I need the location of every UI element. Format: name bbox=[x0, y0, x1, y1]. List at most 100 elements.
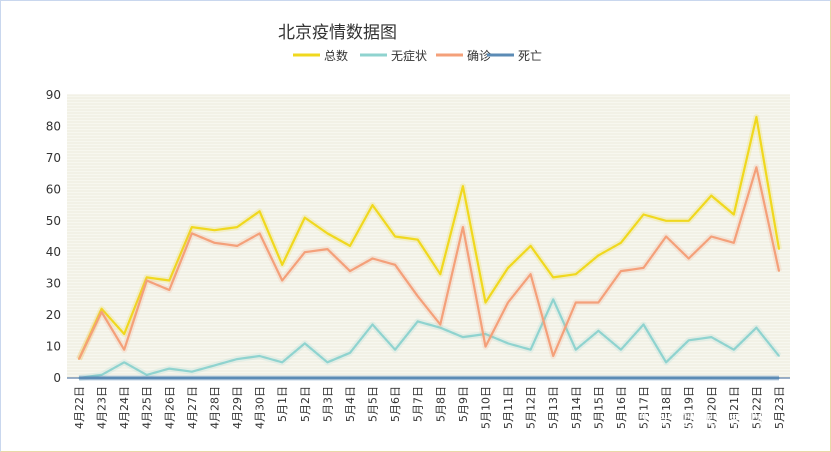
data-point bbox=[597, 254, 600, 257]
data-point bbox=[665, 361, 667, 364]
y-tick-label: 10 bbox=[46, 340, 61, 354]
x-tick-label: 5月4日 bbox=[344, 386, 357, 422]
y-tick-label: 80 bbox=[46, 119, 61, 133]
data-point bbox=[236, 377, 238, 379]
x-tick-label: 5月5日 bbox=[367, 386, 380, 422]
data-point bbox=[665, 219, 667, 222]
data-point bbox=[100, 308, 103, 310]
x-tick-label: 5月22日 bbox=[750, 386, 763, 429]
data-point bbox=[236, 226, 238, 228]
data-point bbox=[326, 377, 329, 379]
data-point bbox=[304, 377, 306, 379]
data-point bbox=[123, 377, 125, 379]
x-tick-label: 5月23日 bbox=[773, 386, 786, 429]
data-point bbox=[484, 345, 487, 348]
x-tick-label: 4月25日 bbox=[141, 386, 154, 429]
plot-area: 0 10 20 30 40 50 60 70 80 90 4月22日 4月23日 4月24日 4月25日 4… bbox=[46, 88, 790, 429]
data-point bbox=[665, 377, 667, 379]
data-point bbox=[687, 339, 690, 342]
x-tick-label: 5月18日 bbox=[660, 386, 673, 429]
data-point bbox=[394, 348, 396, 351]
data-point bbox=[168, 279, 171, 282]
data-point bbox=[597, 377, 600, 379]
data-point bbox=[733, 213, 735, 216]
legend-label: 无症状 bbox=[391, 48, 427, 63]
y-tick-label: 40 bbox=[46, 245, 61, 259]
data-point bbox=[394, 377, 396, 379]
data-point bbox=[439, 273, 442, 276]
data-point bbox=[597, 301, 600, 304]
data-point bbox=[574, 377, 577, 379]
data-point bbox=[145, 276, 148, 279]
data-point bbox=[529, 245, 532, 247]
x-tick-label: 4月28日 bbox=[208, 386, 221, 429]
x-tick-label: 5月9日 bbox=[457, 386, 470, 422]
data-point bbox=[349, 352, 351, 354]
data-point bbox=[507, 342, 509, 345]
data-point bbox=[145, 279, 148, 282]
data-point bbox=[349, 270, 351, 272]
legend-label: 总数 bbox=[324, 48, 348, 63]
data-point bbox=[258, 377, 261, 379]
x-tick-label: 5月15日 bbox=[592, 386, 605, 429]
data-point bbox=[168, 367, 171, 370]
data-point bbox=[349, 377, 351, 379]
data-point bbox=[687, 257, 690, 260]
data-point bbox=[258, 232, 261, 235]
data-point bbox=[642, 267, 645, 269]
data-point bbox=[304, 342, 306, 345]
data-point bbox=[484, 301, 487, 304]
data-point bbox=[574, 301, 577, 304]
data-point bbox=[326, 232, 329, 235]
data-point bbox=[145, 377, 148, 379]
x-tick-label: 4月27日 bbox=[186, 386, 199, 429]
data-point bbox=[349, 245, 351, 247]
data-point bbox=[191, 377, 193, 379]
data-point bbox=[462, 185, 464, 187]
data-point bbox=[552, 377, 554, 379]
x-tick-label: 5月21日 bbox=[728, 386, 741, 429]
data-point bbox=[213, 229, 216, 232]
data-point bbox=[552, 276, 554, 279]
data-point bbox=[236, 358, 238, 360]
data-point bbox=[778, 248, 780, 250]
data-point bbox=[733, 241, 735, 244]
data-point bbox=[687, 219, 690, 222]
y-tick-label: 0 bbox=[53, 371, 61, 385]
data-point bbox=[78, 358, 80, 360]
data-point bbox=[755, 116, 758, 118]
data-point bbox=[529, 348, 532, 351]
data-point bbox=[213, 377, 216, 379]
data-point bbox=[281, 279, 284, 282]
data-point bbox=[145, 374, 148, 376]
data-point bbox=[755, 326, 758, 329]
data-point bbox=[642, 323, 645, 326]
data-point bbox=[236, 245, 238, 247]
data-point bbox=[371, 323, 374, 326]
data-point bbox=[507, 377, 509, 379]
data-point bbox=[574, 348, 577, 351]
x-tick-label: 4月30日 bbox=[254, 386, 267, 429]
data-point bbox=[100, 311, 103, 313]
data-point bbox=[371, 257, 374, 260]
x-tick-label: 5月8日 bbox=[434, 386, 447, 422]
y-tick-label: 90 bbox=[46, 88, 61, 102]
data-point bbox=[462, 377, 464, 379]
x-tick-label: 5月7日 bbox=[412, 386, 425, 422]
legend-label: 死亡 bbox=[518, 49, 542, 63]
data-point bbox=[191, 232, 193, 235]
data-point bbox=[416, 377, 419, 379]
data-point bbox=[394, 264, 396, 266]
data-point bbox=[710, 194, 713, 197]
x-tick-label: 4月26日 bbox=[163, 386, 176, 429]
data-point bbox=[123, 333, 125, 335]
data-point bbox=[574, 273, 577, 276]
data-point bbox=[213, 241, 216, 244]
data-point bbox=[710, 336, 713, 338]
data-point bbox=[529, 377, 532, 379]
x-tick-label: 5月17日 bbox=[638, 386, 651, 429]
data-point bbox=[168, 289, 171, 291]
x-tick-label: 5月19日 bbox=[683, 386, 696, 429]
y-tick-label: 20 bbox=[46, 308, 61, 322]
x-tick-label: 5月6日 bbox=[389, 386, 402, 422]
